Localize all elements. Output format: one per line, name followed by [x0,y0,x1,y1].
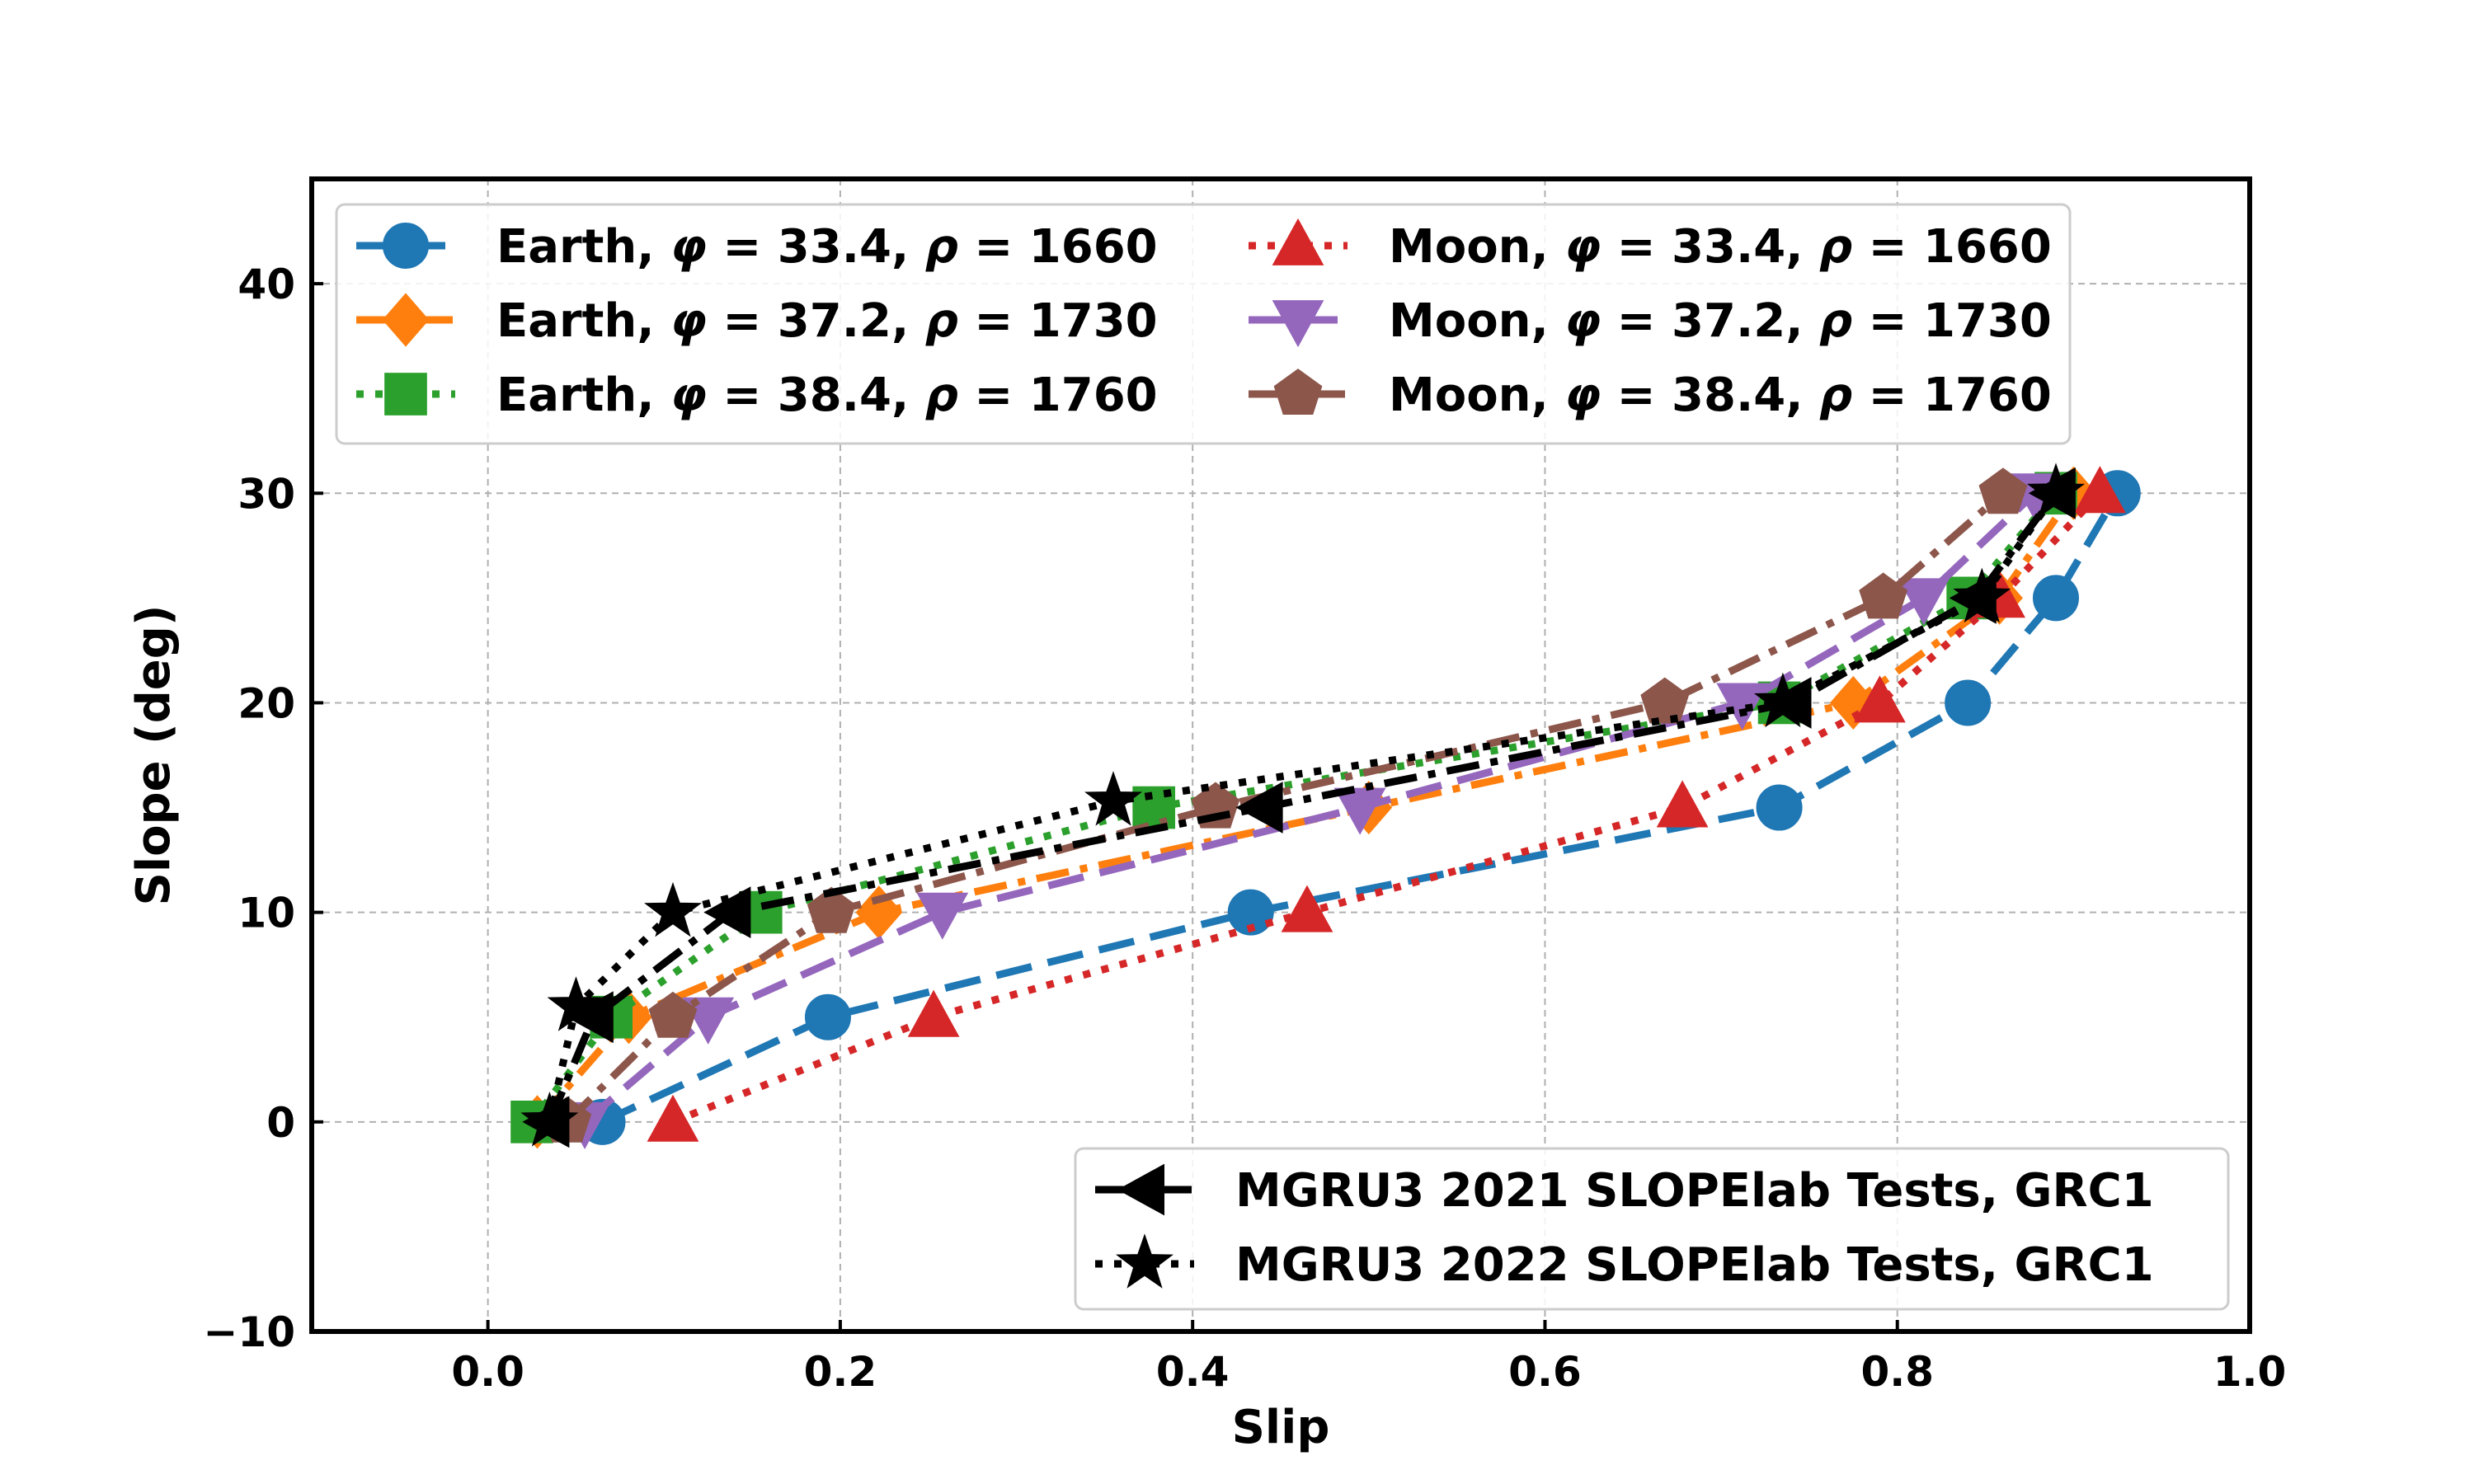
data-point [1281,885,1333,932]
y-tick-label: −10 [204,1308,295,1356]
y-tick-label: 10 [238,890,295,937]
data-point [520,1092,579,1147]
series-layer [510,463,2141,1149]
x-tick-label: 0.8 [1860,1348,1934,1396]
legend-bottom: MGRU3 2021 SLOPElab Tests, GRC1 MGRU3 202… [1074,1147,2230,1311]
series-moon-37-2-1730 [558,473,2061,1149]
y-tick-label: 40 [238,261,295,308]
data-point [1945,679,1992,726]
data-point [1953,567,2011,623]
legend-label: MGRU3 2021 SLOPElab Tests, GRC1 [1235,1164,2154,1218]
data-point [1898,578,1950,626]
legend-entry-moon-33-4-1660: Moon, φ = 33.4, ρ = 1660 [1249,218,2052,274]
legend-label: Earth, φ = 38.4, ρ = 1760 [496,369,1158,422]
legend-entry-moon-38-4-1760: Moon, φ = 38.4, ρ = 1760 [1249,369,2052,422]
x-tick-label: 0.6 [1508,1348,1582,1396]
legend-entry-mgru3-2021-slopelab-tests-grc1: MGRU3 2021 SLOPElab Tests, GRC1 [1095,1163,2154,1218]
x-tick-label: 1.0 [2213,1348,2287,1396]
legend-label: Earth, φ = 33.4, ρ = 1660 [496,220,1158,274]
legend-marker [1273,369,1323,415]
y-tick-label: 20 [238,679,295,727]
legend-label: Earth, φ = 37.2, ρ = 1730 [496,294,1158,348]
data-point [1656,780,1709,828]
plot-frame [309,176,2252,1334]
data-point [1716,683,1769,730]
data-point [1084,771,1142,826]
data-point [2074,466,2126,514]
data-point [1333,787,1386,835]
x-tick-label: 0.2 [804,1348,877,1396]
data-point [547,976,605,1031]
legend-marker [1272,300,1324,348]
x-axis-label: Slip [1232,1401,1330,1454]
legend-bottom-box [1074,1147,2230,1311]
legend-marker [1117,1163,1164,1216]
data-point [1227,889,1274,936]
legend-entry-mgru3-2022-slopelab-tests-grc1: MGRU3 2022 SLOPElab Tests, GRC1 [1095,1233,2154,1292]
legend-label: MGRU3 2022 SLOPElab Tests, GRC1 [1235,1238,2154,1292]
legend-entry-earth-38-4-1760: Earth, φ = 38.4, ρ = 1760 [356,369,1158,422]
data-point [804,993,851,1040]
data-point [1756,784,1803,831]
data-point [644,881,703,937]
data-point [1753,672,1812,728]
legend-entry-moon-37-2-1730: Moon, φ = 37.2, ρ = 1730 [1249,294,2052,348]
x-tick-label: 0.4 [1156,1348,1230,1396]
x-tick-label: 0.0 [451,1348,524,1396]
legend-label: Moon, φ = 33.4, ρ = 1660 [1389,220,2052,274]
series-mgru3-2022-slopelab-tests-grc1 [520,463,2086,1147]
legend-marker [383,223,429,269]
axis-ticks: 0.0 0.2 0.4 0.6 0.8 1.0 −10 0 10 20 30 40 [204,261,2287,1396]
data-point [1859,572,1908,619]
data-point [916,892,969,940]
data-point [1640,677,1690,724]
legend-top: Earth, φ = 33.4, ρ = 1660 Earth, φ = 37.2… [335,203,2072,445]
data-point [1978,467,2028,514]
data-point [2033,575,2079,622]
legend-marker [1272,218,1324,265]
y-tick-label: 0 [266,1099,295,1147]
legend-top-box [335,203,2072,445]
legend-marker [382,293,430,347]
data-point [647,1094,699,1142]
data-point [1235,782,1283,834]
data-point [648,991,698,1038]
legend-label: Moon, φ = 38.4, ρ = 1760 [1389,369,2052,422]
legend-label: Moon, φ = 37.2, ρ = 1730 [1389,294,2052,348]
data-point [1854,675,1906,723]
legend-entry-earth-33-4-1660: Earth, φ = 33.4, ρ = 1660 [356,220,1158,274]
legend-marker [384,373,427,416]
y-axis-label: Slope (deg) [127,605,181,906]
legend-marker [1115,1233,1174,1289]
legend-entry-earth-37-2-1730: Earth, φ = 37.2, ρ = 1730 [356,293,1158,348]
data-point [907,989,960,1037]
data-point [807,886,856,933]
data-point [2026,463,2086,519]
y-tick-label: 30 [238,470,295,518]
